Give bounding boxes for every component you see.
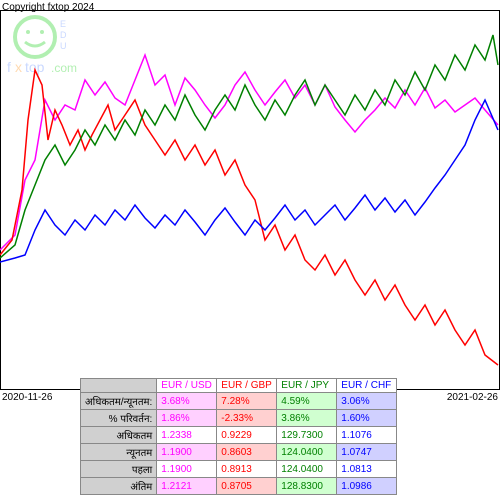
table-cell: 7.28% bbox=[217, 393, 277, 410]
table-cell: 1.2121 bbox=[157, 478, 217, 495]
table-corner bbox=[81, 379, 157, 393]
table-cell: 4.59% bbox=[277, 393, 337, 410]
table-cell: -2.33% bbox=[217, 410, 277, 427]
table-cell: 124.0400 bbox=[277, 444, 337, 461]
table-cell: 129.7300 bbox=[277, 427, 337, 444]
table-header: EUR / GBP bbox=[217, 379, 277, 393]
table-cell: 3.86% bbox=[277, 410, 337, 427]
table-row-label: अधिकतम/न्यूनतम: bbox=[81, 393, 157, 410]
table-cell: 0.8705 bbox=[217, 478, 277, 495]
table-cell: 1.60% bbox=[337, 410, 397, 427]
date-end-label: 2021-02-26 bbox=[447, 392, 498, 403]
table-cell: 1.1900 bbox=[157, 444, 217, 461]
table-cell: 1.2338 bbox=[157, 427, 217, 444]
table-header: EUR / USD bbox=[157, 379, 217, 393]
table-cell: 1.0747 bbox=[337, 444, 397, 461]
table-row-label: न्यूनतम bbox=[81, 444, 157, 461]
chart-lines bbox=[0, 10, 500, 390]
table-cell: 1.0986 bbox=[337, 478, 397, 495]
series-line bbox=[0, 35, 498, 258]
table-cell: 1.0813 bbox=[337, 461, 397, 478]
currency-data-table: EUR / USDEUR / GBPEUR / JPYEUR / CHF अधिक… bbox=[80, 378, 397, 495]
table-cell: 124.0400 bbox=[277, 461, 337, 478]
series-line bbox=[0, 70, 498, 365]
table-cell: 1.1076 bbox=[337, 427, 397, 444]
table-row-label: % परिवर्तन: bbox=[81, 410, 157, 427]
table-cell: 3.68% bbox=[157, 393, 217, 410]
date-start-label: 2020-11-26 bbox=[2, 392, 52, 403]
table-cell: 0.8913 bbox=[217, 461, 277, 478]
table-header: EUR / CHF bbox=[337, 379, 397, 393]
table-row-label: अंतिम bbox=[81, 478, 157, 495]
table-cell: 1.1900 bbox=[157, 461, 217, 478]
table-header: EUR / JPY bbox=[277, 379, 337, 393]
table-row-label: पहला bbox=[81, 461, 157, 478]
series-line bbox=[0, 100, 498, 262]
table-row-label: अधिकतम bbox=[81, 427, 157, 444]
table-cell: 0.9229 bbox=[217, 427, 277, 444]
table-cell: 1.86% bbox=[157, 410, 217, 427]
table-cell: 3.06% bbox=[337, 393, 397, 410]
table-cell: 0.8603 bbox=[217, 444, 277, 461]
chart-area bbox=[0, 10, 500, 390]
table-cell: 128.8300 bbox=[277, 478, 337, 495]
